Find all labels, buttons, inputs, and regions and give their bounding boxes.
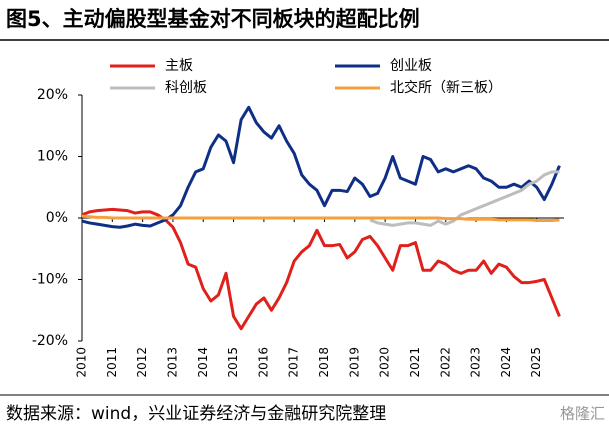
x-tick-label: 2013 [165, 347, 179, 378]
y-tick-label: 0% [46, 210, 68, 226]
x-tick-label: 2022 [438, 347, 452, 378]
x-tick-label: 2018 [317, 347, 331, 378]
legend-label: 主板 [165, 58, 193, 74]
x-tick-label: 2023 [469, 347, 483, 378]
x-tick-label: 2010 [75, 347, 89, 378]
series-line [81, 214, 560, 222]
legend-label: 北交所（新三板） [390, 79, 502, 96]
series-line [369, 170, 560, 227]
x-tick-label: 2024 [499, 347, 513, 378]
x-tick-label: 2016 [256, 347, 270, 378]
page-title: 图5、主动偏股型基金对不同板块的超配比例 [6, 7, 420, 31]
x-tick-label: 2019 [347, 347, 361, 378]
x-tick-label: 2017 [287, 347, 301, 378]
y-tick-label: -20% [32, 333, 68, 349]
x-tick-label: 2015 [226, 347, 240, 378]
series-line [81, 105, 561, 229]
legend-label: 科创板 [165, 80, 207, 96]
x-tick-label: 2014 [196, 347, 210, 378]
series-line [81, 207, 561, 331]
source: 数据来源：wind，兴业证券经济与金融研究院整理 [6, 404, 386, 424]
x-tick-label: 2012 [135, 347, 149, 378]
watermark: 格隆汇 [560, 405, 605, 423]
legend-label: 创业板 [390, 58, 432, 74]
y-tick-label: 20% [37, 87, 68, 103]
x-tick-label: 2025 [529, 347, 543, 378]
x-tick-label: 2020 [378, 347, 392, 378]
x-tick-label: 2011 [105, 347, 119, 378]
y-tick-label: -10% [32, 272, 68, 288]
x-tick-label: 2021 [408, 347, 422, 378]
y-tick-label: 10% [37, 149, 68, 165]
